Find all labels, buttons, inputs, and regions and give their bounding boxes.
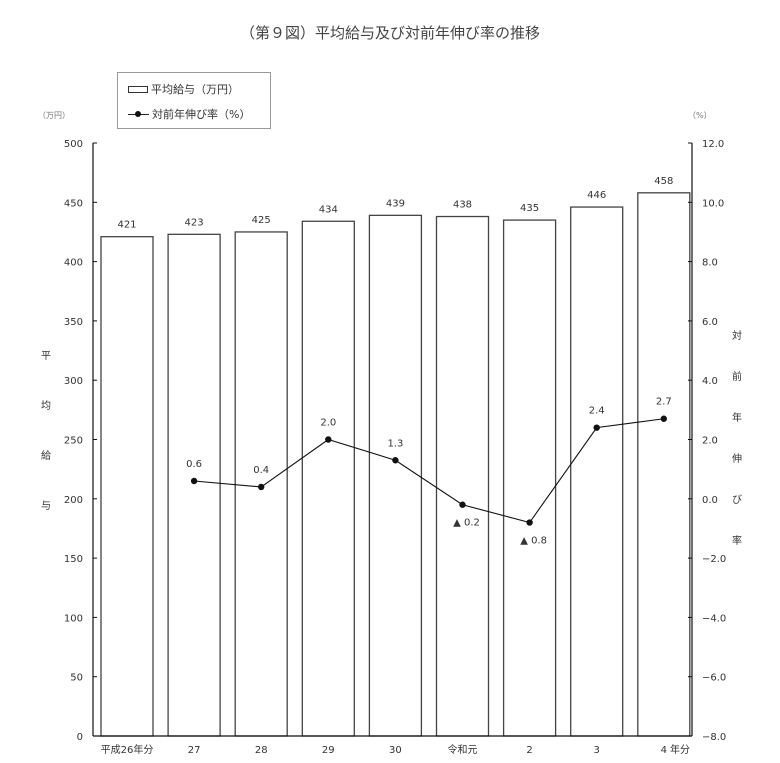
line-value-label: ▲ 0.2 [453,518,480,529]
data-point-marker [593,424,600,431]
legend-line-label: 対前年伸び率（%） [152,108,251,121]
right-tick-label: 0.0 [702,495,718,506]
bar [301,220,355,737]
line-value-label: 0.4 [253,465,269,476]
x-category-label: 27 [188,745,201,756]
right-axis-title-char: 伸 [732,454,742,465]
right-axis-title-char: 年 [732,413,742,424]
bar-value-label: 423 [185,217,204,228]
right-axis-title-char: び [732,495,742,506]
bar-value-label: 458 [654,176,673,187]
line-value-label: 1.3 [387,438,403,449]
legend-bar-label: 平均給与（万円） [151,83,239,96]
legend-item-bar: 平均給与（万円） [128,81,239,97]
x-category-label: 28 [255,745,268,756]
right-tick-label: 4.0 [702,376,718,387]
data-point-marker [459,501,466,508]
bar-value-label: 446 [587,190,606,201]
right-tick-label: −4.0 [702,613,726,624]
x-category-label: 令和元 [448,743,478,756]
right-tick-label: −2.0 [702,554,726,565]
growth-rate-line [194,418,664,524]
bar-value-label: 425 [252,215,271,226]
right-axis-unit: （%） [688,111,712,120]
chart-title: （第９図）平均給与及び対前年伸び率の推移 [239,24,540,42]
data-point-marker [258,483,265,491]
line-value-label: 2.4 [589,406,605,417]
bar [502,219,557,737]
x-category-label: 3 [594,745,600,756]
left-tick-label: 500 [64,139,83,150]
data-point-marker [660,415,667,422]
data-point-marker [526,519,533,526]
line-value-label: 2.0 [320,418,336,429]
x-category-label: 平成26年分 [101,743,154,756]
right-tick-label: 2.0 [702,436,718,447]
data-point-marker [392,457,399,464]
left-tick-label: 400 [64,258,83,269]
line-value-label: ▲ 0.8 [520,536,547,547]
right-axis-title-char: 率 [732,536,742,547]
right-tick-label: 6.0 [702,317,718,328]
bar [167,233,221,737]
data-point-marker [325,436,332,443]
bar-value-label: 439 [386,198,405,209]
data-point-marker [190,477,198,485]
left-tick-label: 150 [64,554,83,565]
left-axis-unit: （万円） [38,111,70,120]
right-tick-label: −8.0 [702,732,726,743]
left-tick-label: 50 [70,673,83,684]
right-tick-label: 10.0 [702,198,724,209]
bar [368,214,423,737]
right-axis-title-char: 前 [732,372,742,383]
bar [100,236,154,737]
legend-item-line: 対前年伸び率（%） [128,106,250,122]
x-category-label: 2 [526,745,532,756]
bar [435,215,490,737]
right-tick-label: −6.0 [702,673,726,684]
bar-value-label: 434 [319,204,338,215]
left-tick-label: 300 [64,376,83,387]
x-category-label: 4 [661,745,667,756]
bar [570,206,624,737]
right-tick-label: 8.0 [702,258,718,269]
x-category-label: 30 [389,745,402,756]
line-value-label: 0.6 [186,459,202,470]
left-tick-label: 250 [64,436,83,447]
legend: 平均給与（万円） 対前年伸び率（%） [117,72,271,129]
right-tick-label: 12.0 [702,139,724,150]
left-axis-title-char: 給 [41,451,51,462]
line-value-label: 2.7 [656,397,672,408]
left-axis-title-char: 平 [41,351,51,362]
x-category-label: 29 [322,745,335,756]
left-axis-title-char: 与 [41,501,51,512]
right-axis-title-char: 対 [732,331,742,342]
x-axis-suffix: 年分 [670,743,690,756]
left-axis-title-char: 均 [41,401,51,412]
bar-swatch-icon [128,85,148,93]
left-tick-label: 350 [64,317,83,328]
left-tick-label: 200 [64,495,83,506]
bar-value-label: 438 [453,200,472,211]
left-tick-label: 100 [64,613,83,624]
bar-value-label: 435 [520,203,539,214]
line-marker-swatch-icon [128,109,149,119]
left-tick-label: 0 [77,732,83,743]
bar-value-label: 421 [117,220,136,231]
left-tick-label: 450 [64,198,83,209]
bar [637,192,691,737]
